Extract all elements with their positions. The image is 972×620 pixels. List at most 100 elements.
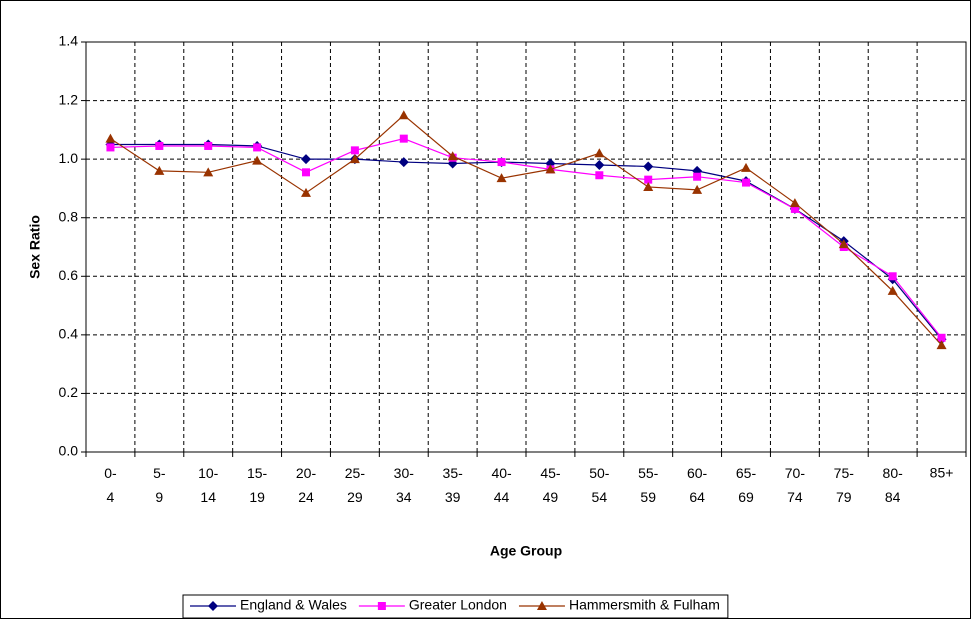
marker — [252, 155, 263, 165]
marker — [693, 172, 702, 181]
marker — [204, 141, 213, 150]
x-tick-label: 25- 29 — [345, 465, 366, 505]
marker — [887, 285, 898, 295]
x-tick-label: 15- 19 — [247, 465, 268, 505]
x-tick-label-line: 59 — [640, 489, 656, 505]
x-tick-label: 70- 74 — [785, 465, 806, 505]
x-tick-label: 10- 14 — [198, 465, 219, 505]
x-tick-label-line: 50- — [589, 465, 610, 481]
marker — [536, 601, 547, 610]
x-tick-label-line: 35- — [443, 465, 464, 481]
x-tick-label-line: 70- — [785, 465, 806, 481]
y-tick-label: 0.2 — [59, 384, 79, 400]
x-tick-label-line: 34 — [396, 489, 412, 505]
marker — [692, 184, 703, 194]
x-tick-label-line: 0- — [104, 465, 117, 481]
marker — [106, 143, 115, 152]
marker — [644, 175, 653, 184]
x-tick-label-line: 55- — [638, 465, 659, 481]
x-tick-label-line: 75- — [834, 465, 855, 481]
x-tick-label: 85+ — [930, 465, 954, 481]
series-line — [110, 114, 943, 346]
x-tick-label-line: 9 — [155, 489, 163, 505]
x-tick-label: 75- 79 — [834, 465, 855, 505]
x-tick-label-line: 40- — [491, 465, 512, 481]
x-tick-label-line: 80- — [883, 465, 904, 481]
y-axis-label: Sex Ratio — [27, 215, 43, 279]
x-tick-label-line: 44 — [494, 489, 510, 505]
marker — [203, 167, 214, 177]
y-tick-label: 0.4 — [59, 326, 79, 342]
x-tick-label: 80- 84 — [883, 465, 904, 505]
y-tick-label: 1.4 — [59, 33, 79, 49]
legend-label: Hammersmith & Fulham — [569, 597, 720, 613]
marker — [497, 158, 506, 167]
x-tick-label-line: 19 — [249, 489, 265, 505]
x-tick-label: 55- 59 — [638, 465, 659, 505]
marker — [790, 204, 799, 213]
marker — [741, 162, 751, 172]
x-tick-label: 30- 34 — [394, 465, 415, 505]
y-tick-label: 1.0 — [59, 150, 79, 166]
marker — [643, 181, 654, 191]
legend-label: England & Wales — [240, 597, 347, 613]
x-tick-label-line: 24 — [298, 489, 314, 505]
y-tick-label: 1.2 — [59, 91, 79, 107]
x-tick-label-line: 10- — [198, 465, 219, 481]
marker — [208, 601, 218, 611]
marker — [253, 143, 262, 152]
marker — [595, 171, 604, 180]
marker — [545, 164, 556, 174]
x-axis-label: Age Group — [490, 543, 562, 559]
x-tick-label: 35- 39 — [443, 465, 464, 505]
x-tick-label-line: 60- — [687, 465, 708, 481]
marker — [301, 187, 311, 197]
marker — [838, 239, 849, 249]
x-tick-label: 50- 54 — [589, 465, 610, 505]
x-tick-label: 0- 4 — [104, 465, 117, 505]
marker — [742, 178, 750, 187]
x-tick-label: 20- 24 — [296, 465, 317, 505]
y-tick-label: 0.8 — [59, 208, 79, 224]
marker — [888, 272, 897, 281]
marker — [496, 173, 507, 183]
x-tick-label-line: 39 — [445, 489, 461, 505]
marker — [155, 141, 164, 150]
x-tick-label-line: 4 — [107, 489, 115, 505]
marker — [154, 165, 165, 175]
x-tick-label-line: 5- — [153, 465, 166, 481]
marker — [936, 340, 947, 350]
x-tick-label-line: 30- — [394, 465, 415, 481]
x-tick-label: 65- 69 — [736, 465, 757, 505]
x-tick-label-line: 74 — [787, 489, 803, 505]
x-tick-label-line: 25- — [345, 465, 366, 481]
marker — [398, 110, 409, 120]
marker — [789, 198, 800, 208]
legend: England & Wales Greater London Hammersmith… — [182, 594, 729, 619]
marker — [398, 157, 409, 168]
marker — [350, 146, 359, 155]
x-tick-label-line: 69 — [738, 489, 754, 505]
marker — [302, 168, 310, 177]
series-line — [110, 143, 943, 340]
y-tick-label: 0.6 — [59, 267, 79, 283]
x-tick-label: 40- 44 — [491, 465, 512, 505]
marker — [349, 154, 360, 164]
marker — [399, 134, 408, 143]
marker — [594, 160, 605, 170]
x-tick-label-line: 20- — [296, 465, 317, 481]
series-line — [110, 138, 943, 339]
x-tick-label-line: 29 — [347, 489, 363, 505]
y-tick-label: 0.0 — [59, 443, 79, 459]
marker — [377, 602, 386, 610]
legend-label: Greater London — [409, 597, 507, 613]
x-tick-label-line: 79 — [836, 489, 852, 505]
x-tick-label: 45- 49 — [540, 465, 561, 505]
marker — [594, 148, 605, 158]
x-tick-label-line: 54 — [592, 489, 608, 505]
legend-box — [182, 594, 729, 619]
x-tick-label-line: 84 — [885, 489, 901, 505]
marker — [301, 154, 311, 165]
x-tick-label-line: 45- — [540, 465, 561, 481]
